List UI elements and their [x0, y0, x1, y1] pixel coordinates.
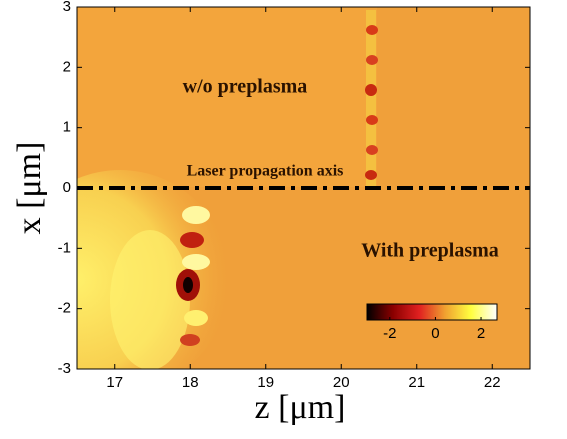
colorbar-tick-label: 0: [431, 325, 439, 342]
x-axis-label: z [μm]: [255, 389, 346, 426]
annotation: w/o preplasma: [183, 76, 308, 98]
y-tick-label: 2: [63, 58, 71, 75]
x-tick-label: 20: [333, 374, 350, 391]
y-tick-label: 0: [63, 179, 71, 196]
field: [77, 7, 530, 369]
colorbar-tick-label: 2: [477, 325, 485, 342]
colorbar-tick-label: -2: [383, 325, 396, 342]
x-tick-label: 22: [484, 374, 501, 391]
x-tick-label: 18: [182, 374, 199, 391]
x-tick-label: 19: [257, 374, 274, 391]
x-tick-label: 21: [408, 374, 425, 391]
y-tick-label: 3: [63, 0, 71, 15]
annotation: Laser propagation axis: [187, 163, 344, 180]
colorbar: [366, 303, 498, 321]
y-axis-label: x [μm]: [11, 142, 48, 235]
y-tick-label: -1: [58, 239, 71, 256]
y-tick-label: -2: [58, 300, 71, 317]
y-tick-label: -3: [58, 360, 71, 377]
annotation: With preplasma: [361, 240, 499, 262]
wave-blobs: [176, 206, 210, 346]
wave-stripe: [365, 10, 378, 186]
y-tick-label: 1: [63, 119, 71, 136]
x-tick-label: 17: [106, 374, 123, 391]
